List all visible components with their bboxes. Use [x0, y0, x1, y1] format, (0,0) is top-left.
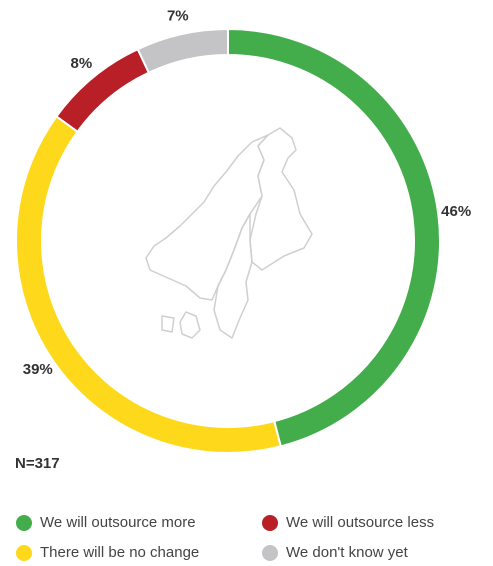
legend-swatch [16, 545, 32, 561]
legend-label: We will outsource more [40, 514, 196, 531]
donut-segment [227, 27, 441, 448]
legend-label: There will be no change [40, 544, 199, 561]
data-label: 8% [71, 55, 93, 72]
annotation: N=317 [15, 455, 60, 472]
legend-swatch [262, 545, 278, 561]
donut-segment [15, 114, 282, 454]
donut-segment [136, 27, 229, 75]
data-label: 7% [167, 8, 189, 25]
map-outline [145, 127, 313, 339]
legend-swatch [262, 515, 278, 531]
legend-label: We don't know yet [286, 544, 409, 561]
legend-label: We will outsource less [286, 514, 434, 531]
data-label: 46% [441, 203, 471, 220]
data-label: 39% [23, 361, 53, 378]
legend-swatch [16, 515, 32, 531]
